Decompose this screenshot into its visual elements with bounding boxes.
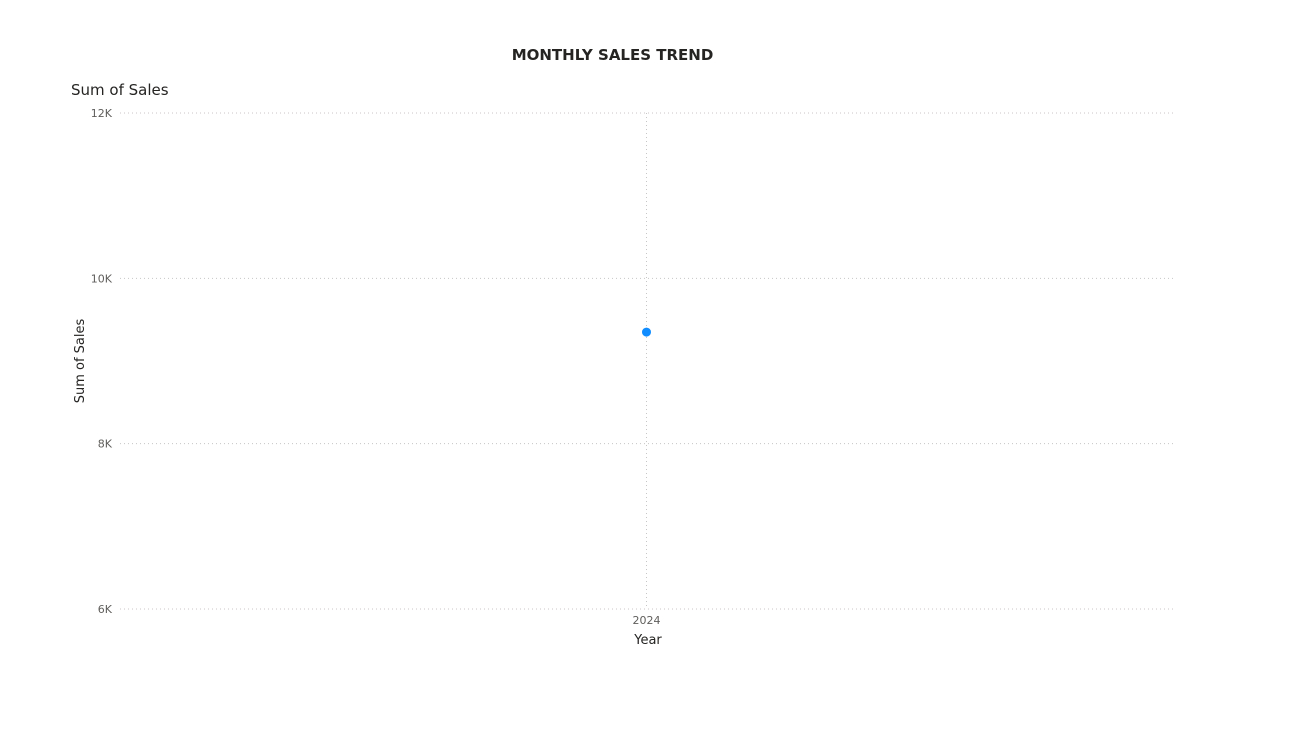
x-axis-ticks: 2024 [633,614,661,627]
data-point[interactable] [642,327,651,337]
y-axis-ticks: 6K 8K 10K 12K [91,107,113,616]
x-tick-label: 2024 [633,614,661,627]
y-tick-label: 12K [91,107,113,120]
y-axis-title: Sum of Sales [73,319,88,404]
y-tick-label: 10K [91,272,113,285]
chart-title: MONTHLY SALES TREND [511,46,714,64]
y-tick-label: 8K [98,438,113,451]
gridlines [120,112,1173,610]
y-tick-label: 6K [98,603,113,616]
data-points [642,327,651,337]
x-axis-title: Year [633,633,662,648]
visual-header-label: Sum of Sales [71,81,169,99]
